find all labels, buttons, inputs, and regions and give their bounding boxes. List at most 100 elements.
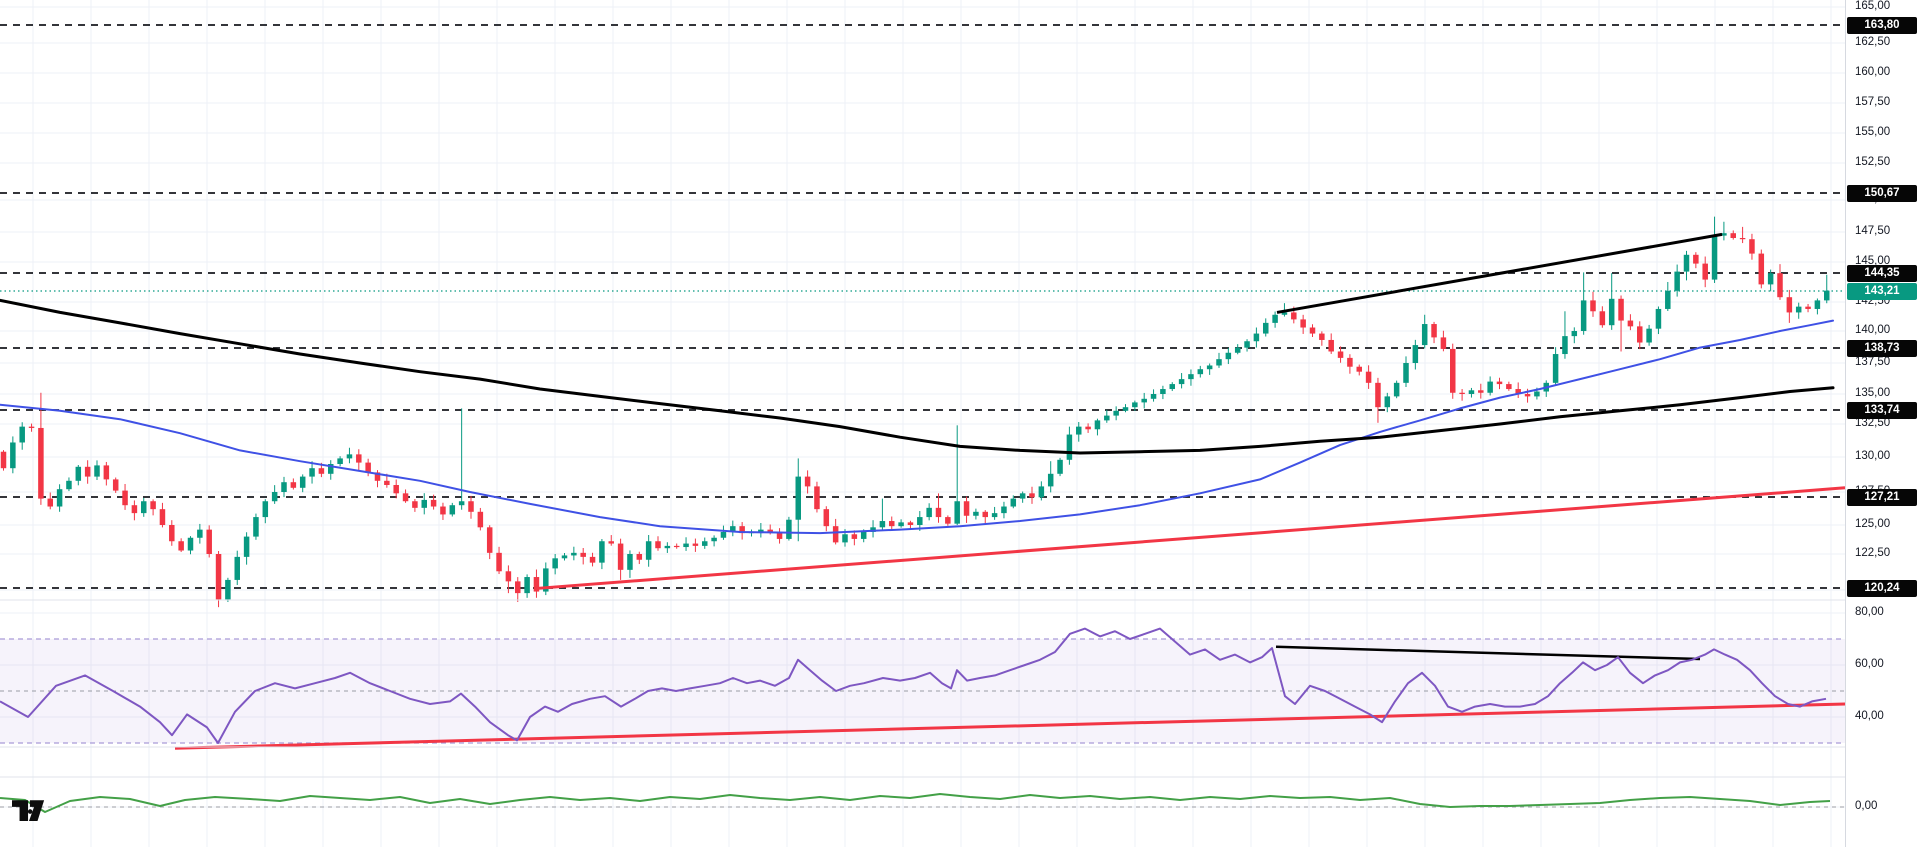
candle-body [1534, 391, 1540, 397]
candle-body [599, 541, 605, 563]
candle-body [720, 531, 727, 538]
candle-body [702, 541, 708, 546]
candle-body [1805, 306, 1811, 309]
candle-body [225, 579, 231, 600]
candle-body [1253, 333, 1260, 342]
candle-body [1524, 394, 1531, 397]
candle-body [1085, 426, 1091, 430]
price-level-badge: 150,67 [1847, 184, 1917, 202]
price-trendline-black [1276, 232, 1723, 314]
candle-body [1244, 341, 1250, 348]
candle-body [617, 543, 624, 570]
candle-body [907, 522, 914, 525]
candle-body [309, 468, 315, 477]
candle-body [243, 536, 250, 557]
candle-body [1225, 352, 1232, 360]
candle-body [75, 466, 82, 481]
axis-price-label: 137,50 [1855, 356, 1891, 368]
candle-body [515, 581, 521, 594]
axis-price-label: 0,00 [1855, 800, 1878, 812]
candle-body [870, 527, 876, 532]
candle-body [711, 537, 717, 542]
candle-body [28, 426, 35, 428]
axis-price-label: 165,00 [1855, 0, 1891, 12]
rsi-band [0, 638, 1846, 744]
candle-body [384, 480, 390, 485]
candle-body [66, 480, 72, 490]
candle-body [814, 486, 820, 510]
candle-body [776, 531, 783, 539]
candle-body [19, 426, 25, 443]
axis-price-label: 130,00 [1855, 450, 1891, 462]
candle-body [1786, 297, 1793, 313]
candle-body [150, 501, 156, 510]
candle-body [374, 472, 381, 481]
candle-body [963, 501, 970, 516]
axis-price-label: 152,50 [1855, 156, 1891, 168]
candle-body [655, 541, 661, 549]
tradingview-logo-icon[interactable] [12, 800, 46, 825]
candle-body [991, 513, 998, 518]
candle-body [1580, 300, 1587, 331]
candle-body [1178, 379, 1185, 385]
candle-body [290, 482, 297, 488]
candle-body [608, 541, 614, 544]
candle-body [589, 556, 596, 563]
candle-body [1291, 312, 1297, 320]
candle-body [187, 537, 194, 551]
candle-body [1309, 327, 1316, 334]
candle-body [112, 479, 119, 491]
price-trendline-red [534, 486, 1846, 591]
candle-body [103, 465, 110, 480]
rsi-trendline-black [1275, 645, 1701, 661]
candle-body [1767, 273, 1774, 285]
price-axis[interactable]: 165,00 162,50 160,00 157,50 155,00 152,50 150,… [1845, 0, 1919, 847]
candle-body [197, 529, 203, 538]
candle-body [571, 552, 577, 556]
candle-body [823, 509, 830, 527]
logo-glyph-one [12, 800, 29, 821]
candle-body [1758, 253, 1765, 285]
candle-body [739, 526, 745, 534]
price-level-badge: 133,74 [1847, 401, 1917, 419]
candle-body [141, 501, 147, 514]
axis-price-label: 60,00 [1855, 658, 1884, 670]
candle-body [1599, 311, 1606, 326]
rsi-line [0, 627, 1827, 744]
candle-body [664, 545, 671, 549]
candle-body [262, 501, 269, 518]
candle-body [328, 464, 334, 474]
axis-price-label: 80,00 [1855, 606, 1884, 618]
candle-body [1375, 382, 1381, 408]
candle-body [645, 541, 652, 560]
candle-body [1721, 233, 1727, 236]
logo-glyph-seven [29, 800, 45, 821]
candle-body [627, 554, 633, 570]
axis-price-label: 147,50 [1855, 225, 1891, 237]
last-price-badge: 143,21 [1847, 282, 1917, 300]
candle-body [1440, 337, 1447, 349]
candle-body [1824, 290, 1830, 301]
candle-body [1001, 506, 1007, 514]
axis-price-label: 132,50 [1855, 417, 1891, 429]
candle-body [1066, 434, 1073, 460]
candle-body [1496, 381, 1503, 385]
candle-body [1384, 396, 1391, 408]
candle-body [1393, 382, 1400, 397]
candle-body [1562, 336, 1568, 355]
candle-body [1665, 290, 1671, 309]
candle-body [1618, 298, 1624, 321]
candle-body [1132, 402, 1138, 408]
candle-body [458, 501, 465, 506]
candle-body [468, 501, 474, 512]
candle-body [1431, 324, 1437, 338]
price-level-lines [0, 24, 1846, 589]
candle-body [206, 529, 212, 554]
candle-body [440, 506, 446, 515]
logo-dot [27, 809, 33, 814]
candle-body [1094, 420, 1101, 430]
candle-body [1552, 354, 1559, 383]
candle-body [692, 543, 699, 546]
candle-body [1169, 384, 1175, 390]
